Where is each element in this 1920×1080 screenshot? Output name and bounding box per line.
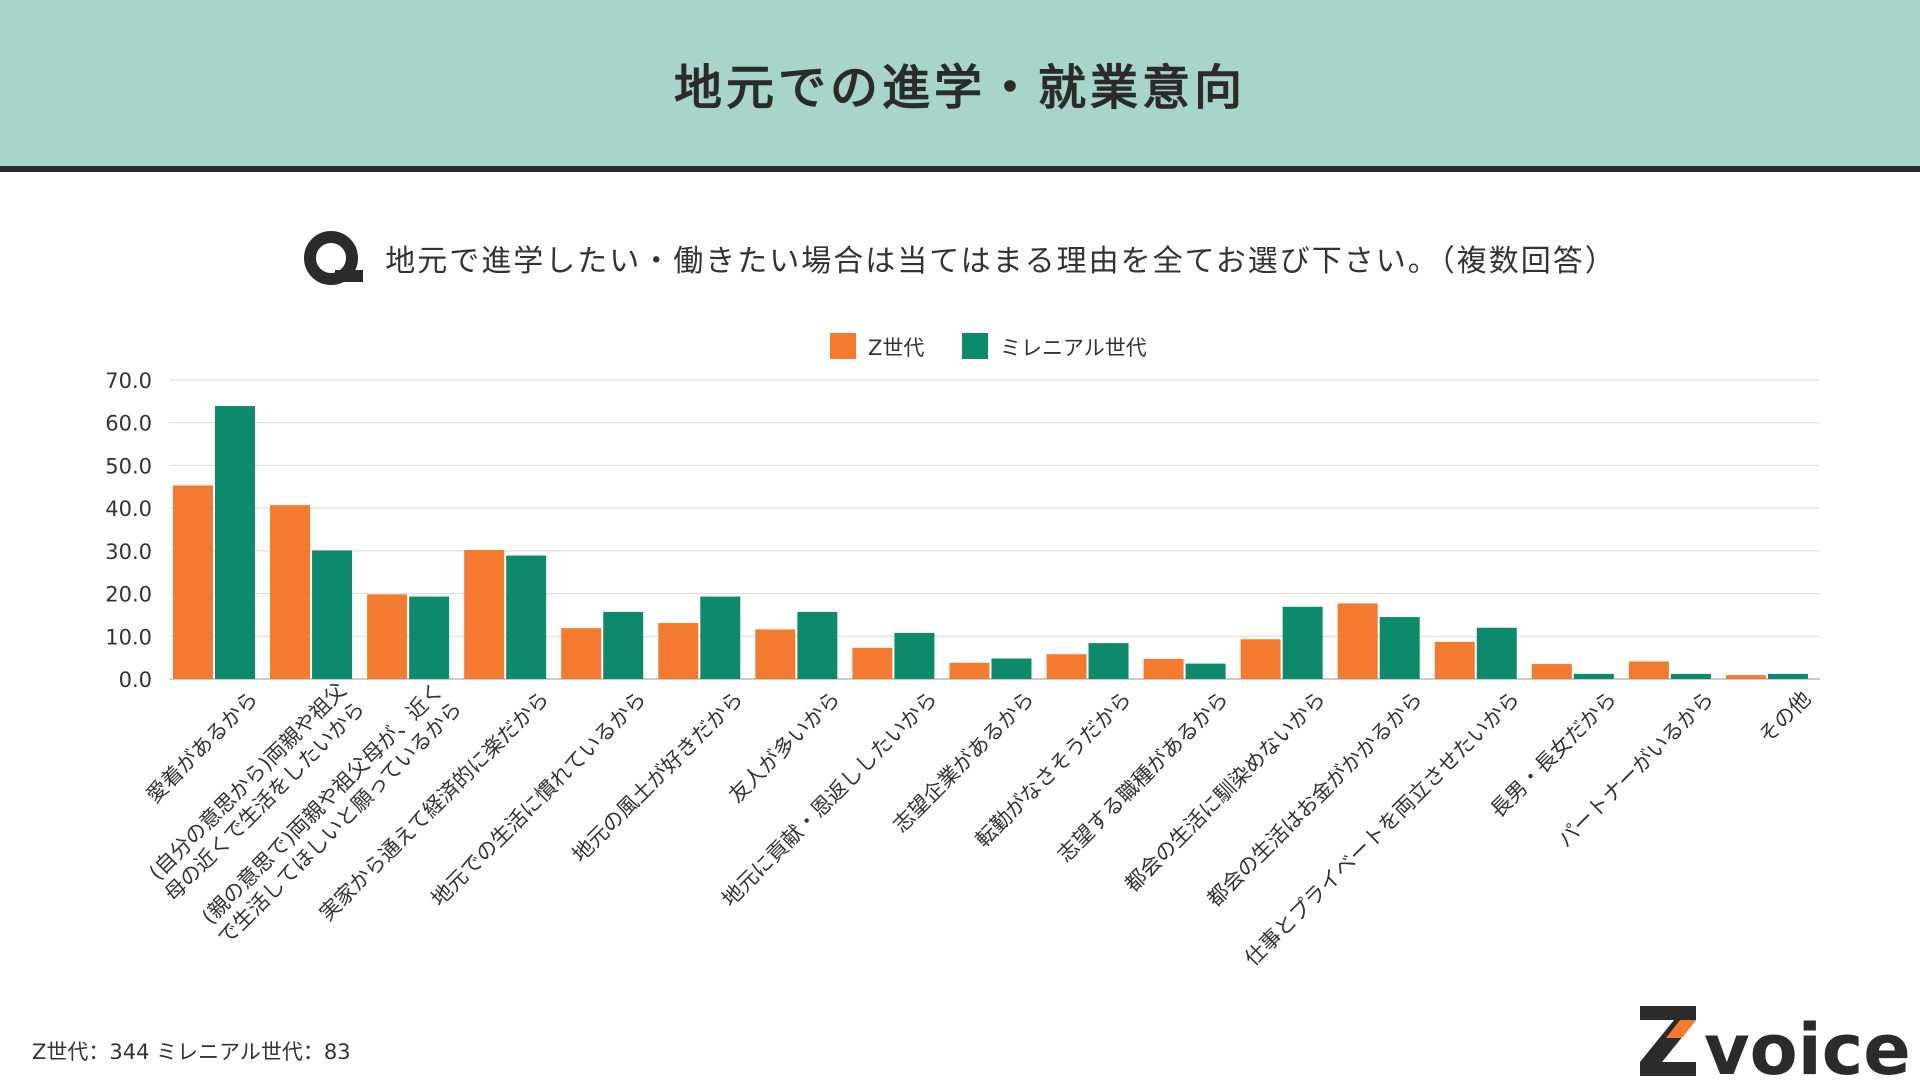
page-title: 地元での進学・就業意向 [673,60,1246,116]
y-tick-label: 60.0 [105,412,152,436]
bar [700,596,741,679]
bar [991,658,1032,679]
legend-swatch [830,333,856,359]
bar [1185,663,1226,679]
bar [312,550,353,679]
legend-label: Z世代 [868,336,924,360]
y-tick-label: 30.0 [105,540,152,564]
bar [1379,617,1420,679]
bar [1088,643,1129,679]
y-tick-label: 50.0 [105,454,152,478]
sample-size-note: Z世代：344 ミレニアル世代：83 [32,1040,351,1064]
bar [270,505,311,679]
bar [1434,641,1475,679]
question-text: 地元で進学したい・働きたい場合は当てはまる理由を全てお選び下さい。（複数回答） [385,244,1617,279]
bar [367,594,408,679]
bar [1282,606,1323,679]
bar [464,550,505,679]
x-category-label: 都会の生活に馴染めないから [1120,687,1330,897]
y-tick-label: 20.0 [105,583,152,607]
question-q-icon [304,231,364,285]
bar [1725,675,1766,679]
x-category-label: 転勤がなさそうだから [971,687,1136,852]
bar [409,596,450,679]
bar [1573,673,1614,679]
legend-label: ミレニアル世代 [1000,336,1147,360]
x-category-label: パートナーがいるから [1553,687,1718,852]
header-banner: 地元での進学・就業意向 [0,0,1920,172]
bar [1046,654,1087,679]
bar [1143,658,1184,679]
x-category-label: 志望する職種があるから [1053,687,1233,867]
bar [1337,603,1378,679]
y-tick-label: 70.0 [105,369,152,393]
bar [561,628,602,679]
bar [949,662,990,679]
y-tick-label: 40.0 [105,497,152,521]
bar [1240,639,1281,679]
x-category-label: その他 [1754,687,1816,749]
bar [215,406,255,679]
legend-swatch [962,333,988,359]
bar [797,611,838,679]
x-category-label: 地元の風土が好きだから [568,687,748,867]
z-voice-logo: voice [1640,1006,1911,1080]
bar [658,623,699,679]
x-category-label: 地元での生活に慣れているから [426,687,650,911]
question-row: 地元で進学したい・働きたい場合は当てはまる理由を全てお選び下さい。（複数回答） [0,228,1920,288]
bar [1476,627,1517,679]
bar [755,629,796,679]
bar [894,632,935,679]
bar [1628,661,1669,679]
y-tick-label: 10.0 [105,625,152,649]
bar [1531,664,1572,679]
bar [603,611,644,679]
bar [506,555,547,679]
bar [173,485,213,679]
bar [852,647,893,679]
bar [1767,673,1808,679]
bar [1670,673,1711,679]
logo-text: voice [1704,1009,1911,1080]
y-tick-label: 0.0 [119,668,152,692]
